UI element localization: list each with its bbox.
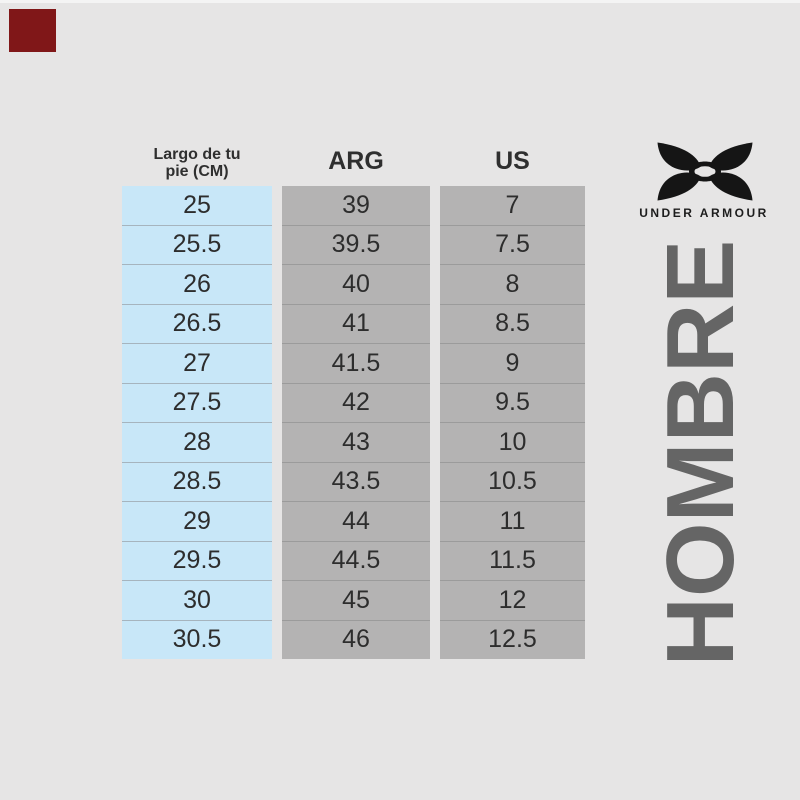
size-cell-us: 11.5	[440, 540, 585, 581]
hombre-vertical-label: HOMBRE	[647, 239, 754, 667]
foot-length-column: 25 25.5 26 26.5 27 27.5 28 28.5 29 29.5 30 30.5	[122, 186, 272, 659]
size-cell-cm: 29	[122, 501, 272, 541]
size-cell-cm: 29.5	[122, 540, 272, 581]
size-cell-us: 12	[440, 580, 585, 620]
size-cell-cm: 25	[183, 190, 211, 219]
size-cell-cm: 26.5	[122, 303, 272, 344]
size-cell-us: 12.5	[440, 619, 585, 660]
size-cell-cm: 28	[122, 422, 272, 462]
top-edge-strip	[0, 0, 800, 3]
size-cell-us: 11	[440, 501, 585, 541]
under-armour-wordmark: UNDER ARMOUR	[639, 206, 769, 220]
size-cell-arg: 43.5	[282, 461, 430, 502]
size-cell-arg: 44	[282, 501, 430, 541]
size-cell-us: 7.5	[440, 224, 585, 265]
size-cell-us: 8	[440, 264, 585, 304]
size-cell-us: 8.5	[440, 303, 585, 344]
size-cell-arg: 43	[282, 422, 430, 462]
size-cell-arg: 40	[282, 264, 430, 304]
foot-length-header-line2: pie (CM)	[165, 163, 229, 180]
column-header-arg: ARG	[328, 146, 384, 175]
size-cell-arg: 44.5	[282, 540, 430, 581]
size-cell-arg: 42	[282, 382, 430, 423]
size-cell-us: 9.5	[440, 382, 585, 423]
size-cell-cm: 30	[122, 580, 272, 620]
size-cell-cm: 27	[122, 343, 272, 383]
us-size-column: 7 7.5 8 8.5 9 9.5 10 10.5 11 11.5 12 12.5	[440, 186, 585, 659]
arg-size-column: 39 39.5 40 41 41.5 42 43 43.5 44 44.5 45 46	[282, 186, 430, 659]
size-cell-arg: 46	[282, 619, 430, 660]
under-armour-logo-icon	[657, 142, 753, 201]
foot-length-header-line1: Largo de tu	[153, 146, 241, 163]
size-cell-arg: 39.5	[282, 224, 430, 265]
size-cell-cm: 30.5	[122, 619, 272, 660]
size-cell-cm: 26	[122, 264, 272, 304]
size-cell-arg: 45	[282, 580, 430, 620]
column-header-foot-length: Largo de tu pie (CM)	[122, 140, 272, 186]
size-cell-arg: 39	[342, 190, 370, 219]
size-cell-cm: 25.5	[122, 224, 272, 265]
size-cell-us: 10.5	[440, 461, 585, 502]
accent-patch	[9, 9, 56, 52]
size-cell-us: 7	[505, 190, 520, 219]
column-header-us: US	[495, 146, 530, 175]
size-cell-arg: 41.5	[282, 343, 430, 383]
size-chart-table: Largo de tu pie (CM) ARG US 25 25.5 26 26.5…	[122, 140, 585, 659]
size-cell-us: 9	[440, 343, 585, 383]
size-cell-cm: 27.5	[122, 382, 272, 423]
size-cell-cm: 28.5	[122, 461, 272, 502]
size-cell-us: 10	[440, 422, 585, 462]
size-cell-arg: 41	[282, 303, 430, 344]
